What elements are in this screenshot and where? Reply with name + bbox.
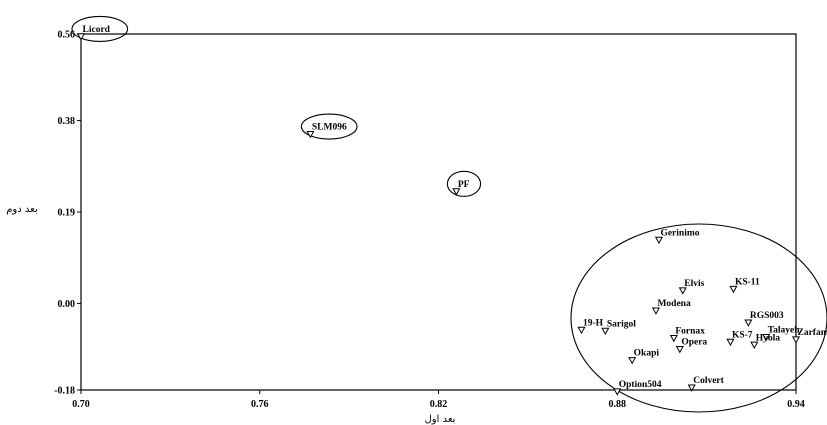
point-marker-ks-7 xyxy=(726,338,735,347)
highlight-rings xyxy=(71,15,482,197)
cluster-ellipse xyxy=(570,223,827,413)
point-label: Sarigol xyxy=(607,319,636,329)
point-marker-19-h xyxy=(577,326,586,335)
x-axis-ticks: 0.70 0.76 0.82 0.88 0.94 xyxy=(72,390,805,410)
highlight-ring xyxy=(446,170,482,197)
x-axis-label: بعد اول xyxy=(425,414,456,425)
point-marker-rgs003 xyxy=(744,319,753,327)
point-marker-option504 xyxy=(613,388,622,396)
point-marker-gerinimo xyxy=(654,236,664,245)
x-tick-label: 0.88 xyxy=(609,399,627,410)
y-tick-label: 0.00 xyxy=(58,299,76,310)
x-tick-label: 0.70 xyxy=(72,399,90,410)
point-label: Licord xyxy=(83,25,111,35)
point-marker-elvis xyxy=(678,287,687,295)
point-label: KS-7 xyxy=(732,330,753,340)
point-label: Modena xyxy=(657,299,691,309)
point-label: Okapi xyxy=(634,349,660,359)
y-tick-label: 0.38 xyxy=(58,116,76,127)
point-label: Hyola xyxy=(756,333,781,343)
y-axis-ticks: 0.56 0.38 0.19 0.00 -0.18 xyxy=(54,30,81,397)
point-label: Elvis xyxy=(684,279,704,289)
point-marker-talayeh xyxy=(762,333,771,342)
point-marker-ks-11 xyxy=(729,285,738,294)
x-tick-label: 0.76 xyxy=(251,399,269,410)
point-marker-pf xyxy=(452,188,461,196)
point-marker-okapi xyxy=(628,357,637,365)
point-label: Colvert xyxy=(693,376,724,386)
point-marker-slm096 xyxy=(306,130,315,139)
point-label: Talayeh xyxy=(768,326,801,336)
highlight-ring xyxy=(71,15,129,42)
x-tick-label: 0.94 xyxy=(787,399,805,410)
point-marker-sarigol xyxy=(601,327,610,336)
point-label: KS-11 xyxy=(735,277,760,287)
point-label: PF xyxy=(458,180,470,190)
point-marker-opera xyxy=(675,346,684,354)
point-marker-modena xyxy=(651,307,661,315)
point-label: Option504 xyxy=(619,380,662,390)
point-marker-fornax xyxy=(669,334,678,343)
point-label: RGS003 xyxy=(750,311,784,321)
point-marker-colvert xyxy=(687,384,696,392)
point-marker-zarfam xyxy=(791,336,801,344)
y-tick-label: 0.19 xyxy=(58,208,76,219)
y-axis-label: بعد دوم xyxy=(6,204,38,215)
point-label: Zarfam xyxy=(798,328,827,338)
point-label: SLM096 xyxy=(312,123,347,133)
point-label: Opera xyxy=(681,338,707,348)
point-marker-hyola xyxy=(750,341,759,350)
point-label: Fornax xyxy=(675,327,705,337)
plot-frame xyxy=(80,33,797,391)
data-points: Licord SLM096 PF Gerinimo Elvis KS-11 Modena RG… xyxy=(76,25,827,396)
point-label: Gerinimo xyxy=(660,228,699,238)
highlight-ring xyxy=(300,113,358,140)
y-tick-label: -0.18 xyxy=(54,386,75,397)
x-tick-label: 0.82 xyxy=(430,399,448,410)
point-marker-licord xyxy=(76,33,86,41)
y-tick-label: 0.56 xyxy=(58,30,76,41)
point-label: 19-H xyxy=(583,318,604,328)
